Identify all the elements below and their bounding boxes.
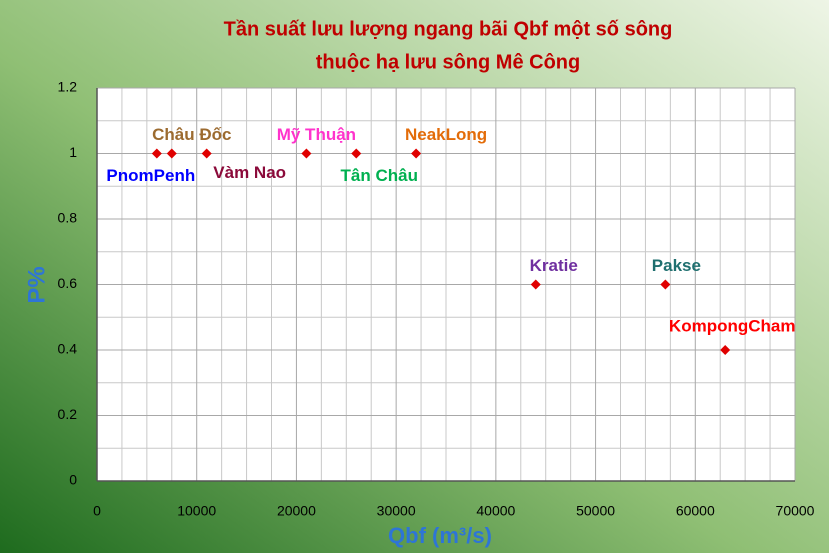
x-tick-label: 40000: [476, 503, 515, 519]
point-label: Pakse: [652, 256, 701, 275]
x-tick-label: 10000: [177, 503, 216, 519]
point: [351, 148, 362, 159]
y-tick-label: 0.4: [58, 341, 78, 357]
point-label: Vàm Nao: [213, 163, 286, 182]
point: [530, 279, 541, 290]
y-tick-label: 0: [69, 472, 77, 488]
y-tick-label: 0.8: [58, 210, 78, 226]
y-tick-label: 0.6: [58, 275, 78, 291]
point-label: Tân Châu: [341, 166, 418, 185]
x-tick-label: 60000: [676, 503, 715, 519]
y-tick-label: 0.2: [58, 406, 78, 422]
x-tick-label: 20000: [277, 503, 316, 519]
point: [411, 148, 422, 159]
point-label: KompongCham: [669, 316, 796, 335]
point-label: Mỹ Thuận: [277, 125, 356, 144]
x-tick-label: 30000: [377, 503, 416, 519]
y-tick-label: 1.2: [58, 79, 78, 95]
point: [660, 279, 671, 290]
x-tick-label: 70000: [776, 503, 815, 519]
point-label: Châu Đốc: [152, 125, 231, 144]
x-tick-label: 50000: [576, 503, 615, 519]
point-label: PnomPenh: [106, 166, 195, 185]
chart-title: thuộc hạ lưu sông Mê Công: [316, 51, 580, 73]
point: [166, 148, 177, 159]
chart-title: Tần suất lưu lượng ngang bãi Qbf một số …: [224, 18, 673, 40]
point-label: Kratie: [530, 256, 578, 275]
point: [720, 345, 731, 355]
point: [151, 148, 162, 159]
y-axis-label: P%: [23, 266, 50, 303]
point: [301, 148, 312, 159]
x-tick-label: 0: [93, 503, 101, 519]
point: [201, 148, 212, 159]
x-axis-label: Qbf (m³/s): [388, 523, 492, 548]
point-label: NeakLong: [405, 125, 487, 144]
y-tick-label: 1: [69, 144, 77, 160]
